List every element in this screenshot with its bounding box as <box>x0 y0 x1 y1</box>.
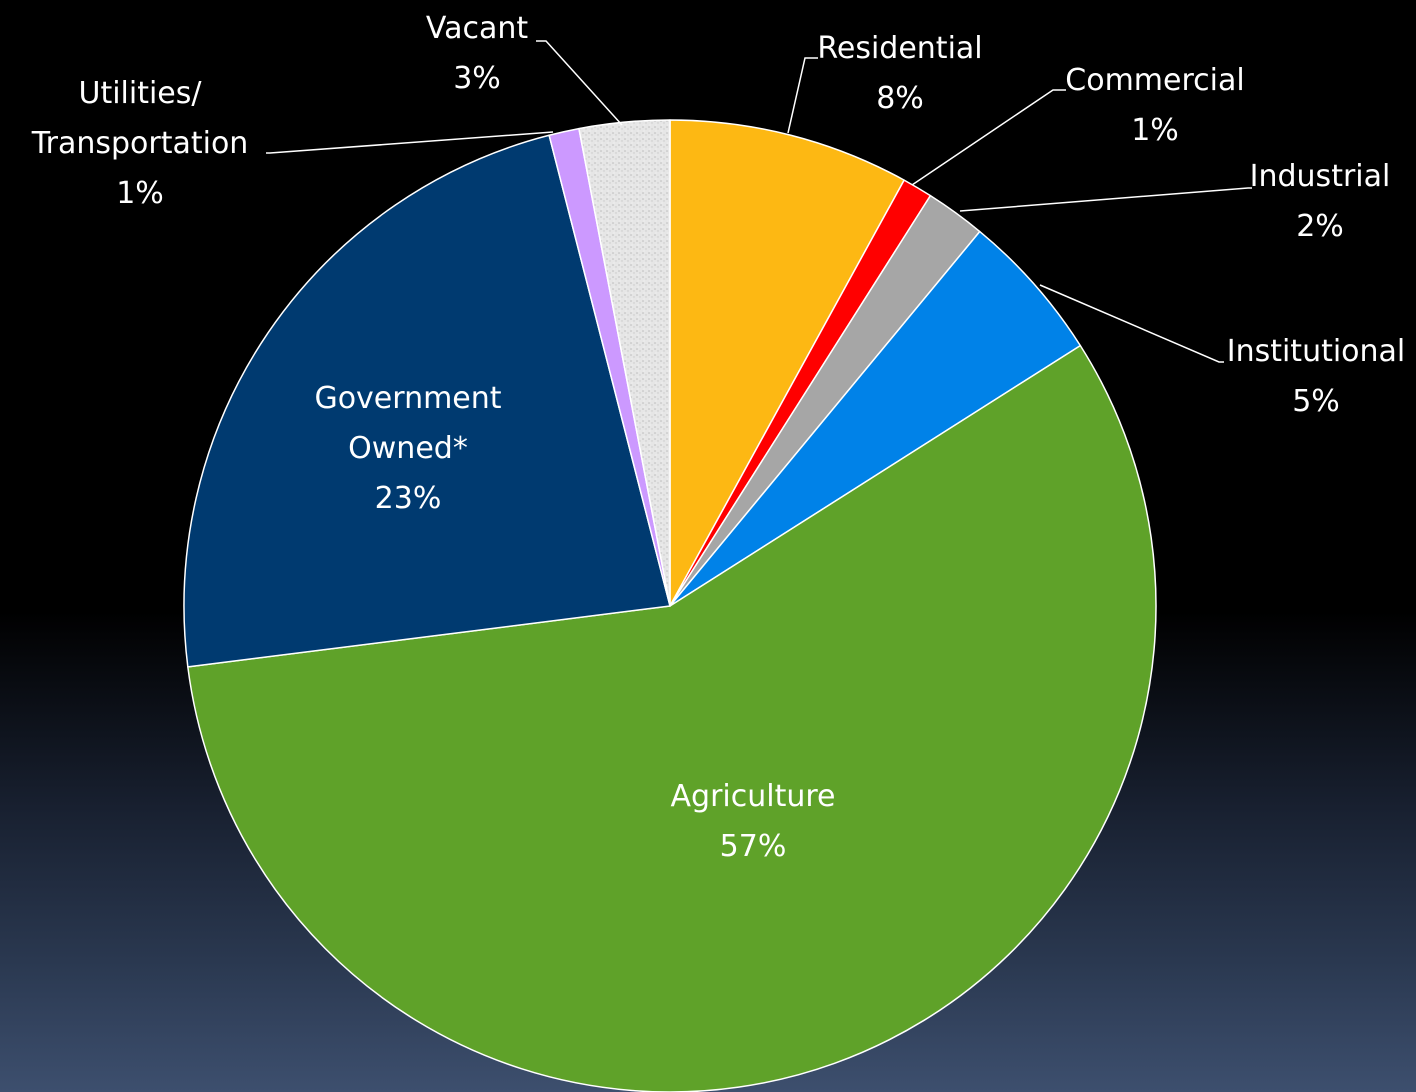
label-utilities-transportation: Utilities/Transportation 1% <box>31 76 249 211</box>
slice-institutional <box>669 230 1082 607</box>
label-residential: Residential 8% <box>817 31 982 116</box>
leader-line-industrial <box>959 187 1252 212</box>
category-label: Institutional <box>1227 334 1406 369</box>
leader-line-commercial <box>911 89 1066 186</box>
value-label: 23% <box>375 481 442 516</box>
category-label: Agriculture <box>671 779 836 814</box>
label-commercial: Commercial 1% <box>1065 63 1244 148</box>
value-label: 2% <box>1296 209 1344 244</box>
slice-vacant <box>578 119 671 607</box>
leader-line-utilities-transportation <box>266 131 554 154</box>
category-label: Owned* <box>348 431 468 466</box>
slice-agriculture <box>187 344 1157 1092</box>
value-label: 3% <box>453 61 501 96</box>
slice-government-owned <box>183 134 671 668</box>
label-agriculture: Agriculture 57% <box>671 779 836 864</box>
leader-line-vacant <box>536 40 623 126</box>
value-label: 8% <box>876 81 924 116</box>
pie-slices <box>183 119 1157 1092</box>
value-label: 57% <box>720 829 787 864</box>
category-label: Transportation <box>31 126 249 161</box>
value-label: 1% <box>1131 113 1179 148</box>
slice-labels: Residential 8% Commercial 1% Industrial 2% Ins… <box>31 11 1406 864</box>
slice-residential <box>669 119 905 607</box>
category-label: Vacant <box>426 11 528 46</box>
category-label: Commercial <box>1065 63 1244 98</box>
label-industrial: Industrial 2% <box>1250 159 1391 244</box>
leader-lines <box>266 40 1252 363</box>
value-label: 1% <box>116 176 164 211</box>
label-vacant: Vacant 3% <box>426 11 528 96</box>
leader-line-institutional <box>1039 284 1224 363</box>
category-label: Industrial <box>1250 159 1391 194</box>
label-government-owned: Government Owned* 23% <box>314 381 501 516</box>
category-label: Utilities/ <box>78 76 202 111</box>
label-institutional: Institutional 5% <box>1227 334 1406 419</box>
category-label: Government <box>314 381 501 416</box>
category-label: Residential <box>817 31 982 66</box>
leader-line-residential <box>787 57 818 134</box>
value-label: 5% <box>1292 384 1340 419</box>
